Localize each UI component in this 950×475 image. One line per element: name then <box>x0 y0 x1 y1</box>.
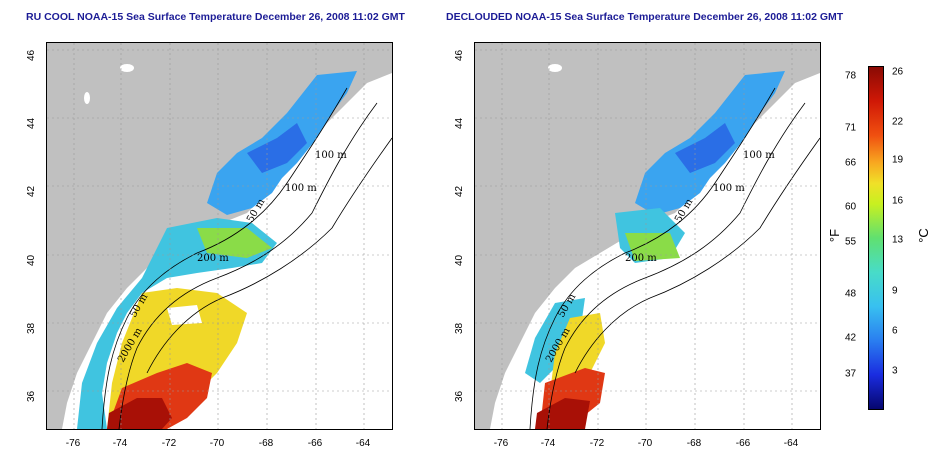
isobath-contour <box>574 137 820 374</box>
colorbar-celsius-tick: 6 <box>892 325 898 337</box>
y-tick-label: 36 <box>26 390 37 402</box>
x-tick-label: -70 <box>637 438 653 449</box>
contour-label: 200 m <box>625 253 657 264</box>
graticule <box>475 43 820 429</box>
isobath-contour <box>101 87 348 429</box>
sst-hottest <box>535 398 590 429</box>
x-tick-label: -68 <box>258 438 274 449</box>
contour-label: 200 m <box>197 253 229 264</box>
sst-shelf-green <box>197 228 272 258</box>
right-sst-map[interactable]: 100 m 100 m 50 m 200 m 50 m 2000 m <box>474 42 821 430</box>
x-tick-label: -72 <box>161 438 177 449</box>
x-tick-label: -76 <box>493 438 509 449</box>
y-tick-label: 38 <box>26 322 37 334</box>
colorbar-celsius-tick: 16 <box>892 195 904 207</box>
contour-label: 100 m <box>713 183 745 194</box>
isobath-contour <box>546 102 806 429</box>
right-map-title: DECLOUDED NOAA-15 Sea Surface Temperatur… <box>446 11 844 23</box>
colorbar-fahrenheit-tick: 78 <box>845 70 857 82</box>
sst-warm <box>550 313 605 393</box>
no-data-area <box>212 213 392 429</box>
x-tick-label: -66 <box>735 438 751 449</box>
graticule <box>47 43 392 429</box>
x-tick-label: -68 <box>686 438 702 449</box>
sst-gulf-cold <box>675 123 735 173</box>
y-tick-label: 44 <box>454 117 465 129</box>
x-tick-label: -64 <box>783 438 799 449</box>
sst-hottest <box>107 398 172 429</box>
colorbar-celsius-unit: °C <box>915 228 931 243</box>
lake <box>84 92 90 104</box>
sst-shelf-green <box>625 233 680 261</box>
sst-gulf-cold <box>247 123 307 173</box>
isobath-contour <box>146 137 392 374</box>
cloud-patch <box>167 305 202 325</box>
colorbar-celsius-tick: 3 <box>892 365 898 377</box>
colorbar-celsius-tick: 19 <box>892 154 904 166</box>
colorbar-fahrenheit-tick: 37 <box>845 368 857 380</box>
x-tick-label: -74 <box>112 438 128 449</box>
x-tick-label: -72 <box>589 438 605 449</box>
cloud-patch <box>257 198 297 228</box>
contour-label: 100 m <box>743 150 775 161</box>
y-tick-label: 40 <box>454 254 465 266</box>
y-tick-label: 46 <box>454 49 465 61</box>
colorbar-fahrenheit-tick: 48 <box>845 288 857 300</box>
x-tick-label: -66 <box>307 438 323 449</box>
colorbar-celsius-tick: 13 <box>892 234 904 246</box>
y-tick-label: 36 <box>454 390 465 402</box>
colorbar-fahrenheit-tick: 42 <box>845 332 857 344</box>
contour-label: 100 m <box>315 150 347 161</box>
colorbar-fahrenheit-tick: 55 <box>845 236 857 248</box>
y-tick-label: 38 <box>454 322 465 334</box>
y-tick-label: 42 <box>454 185 465 197</box>
colorbar-fahrenheit-tick: 66 <box>845 157 857 169</box>
x-tick-label: -64 <box>355 438 371 449</box>
colorbar-celsius-tick: 22 <box>892 116 904 128</box>
lake <box>548 64 562 72</box>
colorbar-celsius-tick: 26 <box>892 66 904 78</box>
colorbar-fahrenheit-unit: °F <box>827 228 843 243</box>
colorbar-fahrenheit-tick: 60 <box>845 201 857 213</box>
left-sst-map[interactable]: 100 m 100 m 50 m 200 m 50 m 2000 m <box>46 42 393 430</box>
y-tick-label: 40 <box>26 254 37 266</box>
x-tick-label: -76 <box>65 438 81 449</box>
lake <box>120 64 134 72</box>
colorbar-celsius-tick: 9 <box>892 285 898 297</box>
y-tick-label: 44 <box>26 117 37 129</box>
x-tick-label: -74 <box>540 438 556 449</box>
y-tick-label: 42 <box>26 185 37 197</box>
contour-label: 100 m <box>285 183 317 194</box>
isobath-contour <box>529 87 776 429</box>
isobath-contour <box>118 102 378 429</box>
left-map-title: RU COOL NOAA-15 Sea Surface Temperature … <box>26 11 405 23</box>
colorbar-fahrenheit-tick: 71 <box>845 122 857 134</box>
temperature-colorbar <box>868 66 884 410</box>
y-tick-label: 46 <box>26 49 37 61</box>
x-tick-label: -70 <box>209 438 225 449</box>
